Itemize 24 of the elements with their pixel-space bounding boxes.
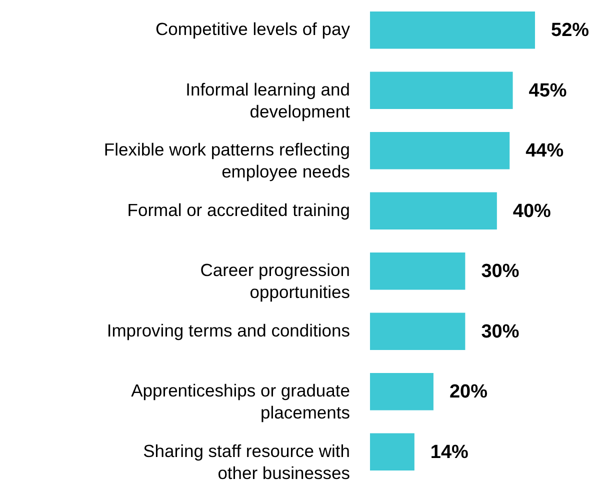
y-tick-label: Sharing staff resource with other businesses <box>143 440 350 482</box>
data-label: 45% <box>528 80 567 102</box>
data-label: 20% <box>449 382 488 403</box>
data-label: 44% <box>526 140 564 162</box>
bar <box>370 433 414 471</box>
bar <box>370 252 466 290</box>
bar <box>370 372 434 410</box>
bar <box>370 132 510 170</box>
y-tick-label: Competitive levels of pay <box>155 19 350 40</box>
bar <box>370 192 497 230</box>
y-tick-label: Flexible work patterns reflecting employee needs <box>104 140 350 182</box>
y-tick-label: Apprenticeships or graduate placements <box>131 380 350 423</box>
data-label: 40% <box>512 200 552 222</box>
data-label: 52% <box>551 20 590 42</box>
data-label: 30% <box>481 321 520 342</box>
bar <box>370 11 535 49</box>
bar <box>370 312 466 350</box>
bar <box>370 72 513 110</box>
y-tick-label: Career progression opportunities <box>200 260 350 302</box>
y-tick-label: Informal learning and development <box>186 79 350 122</box>
y-tick-label: Improving terms and conditions <box>106 320 350 340</box>
data-label: 14% <box>430 442 469 463</box>
data-label: 30% <box>481 261 520 282</box>
y-tick-label: Formal or accredited training <box>127 200 350 220</box>
